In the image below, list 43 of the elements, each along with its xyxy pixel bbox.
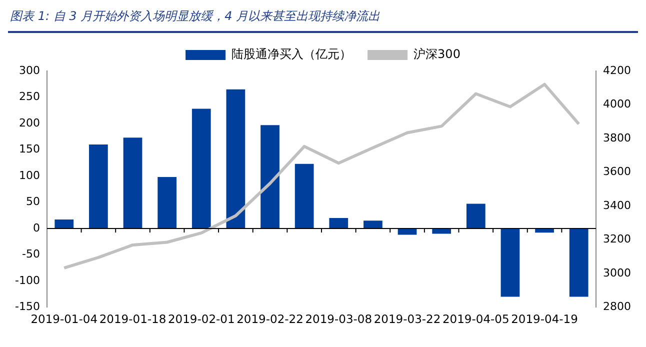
bar xyxy=(89,144,108,228)
y-tick-label: 0 xyxy=(32,221,40,234)
y2-tick-label: 4000 xyxy=(603,98,632,111)
bar xyxy=(158,177,177,228)
y2-tick-label: 2800 xyxy=(603,300,632,314)
x-tick-label: 2019-03-08 xyxy=(305,312,372,326)
bar xyxy=(500,228,520,297)
y-tick-label: 50 xyxy=(26,195,40,208)
bar xyxy=(364,220,382,228)
bar xyxy=(569,228,588,297)
bar xyxy=(54,220,74,228)
x-tick-label: 2019-02-22 xyxy=(236,312,304,326)
bar xyxy=(260,125,280,228)
y2-tick-label: 3200 xyxy=(603,232,632,246)
x-tick-label: 2019-01-18 xyxy=(99,312,166,326)
x-tick-label: 2019-03-22 xyxy=(374,312,441,326)
y-tick-label: -150 xyxy=(14,300,40,314)
y-tick-label: 300 xyxy=(18,64,40,77)
bar xyxy=(398,228,417,235)
legend-label: 沪深300 xyxy=(414,47,460,62)
bar xyxy=(123,138,142,228)
x-tick-label: 2019-04-19 xyxy=(511,312,578,326)
y2-tick-label: 4200 xyxy=(603,64,632,77)
y-tick-label: -50 xyxy=(22,248,40,261)
x-tick-label: 2019-02-01 xyxy=(168,312,235,326)
bar xyxy=(192,108,211,228)
x-tick-label: 2019-01-04 xyxy=(30,312,98,326)
bar xyxy=(329,218,348,228)
legend-label: 陆股通净买入（亿元） xyxy=(232,47,352,62)
bar xyxy=(294,164,314,228)
y-tick-label: 200 xyxy=(18,116,40,130)
y2-tick-label: 3000 xyxy=(603,266,632,280)
chart-title: 图表 1: 自 3 月开始外资入场明显放缓，4 月以来甚至出现持续净流出 xyxy=(8,8,638,33)
y-tick-label: 100 xyxy=(18,168,40,182)
y-tick-label: -100 xyxy=(14,274,40,287)
x-tick-label: 2019-04-05 xyxy=(442,312,510,326)
bar xyxy=(226,89,246,228)
y2-tick-label: 3400 xyxy=(603,198,632,212)
y-tick-label: 150 xyxy=(18,142,40,156)
y2-tick-label: 3800 xyxy=(603,131,632,144)
y-tick-label: 250 xyxy=(18,90,40,104)
bar xyxy=(466,204,486,228)
y2-tick-label: 3600 xyxy=(603,165,632,178)
